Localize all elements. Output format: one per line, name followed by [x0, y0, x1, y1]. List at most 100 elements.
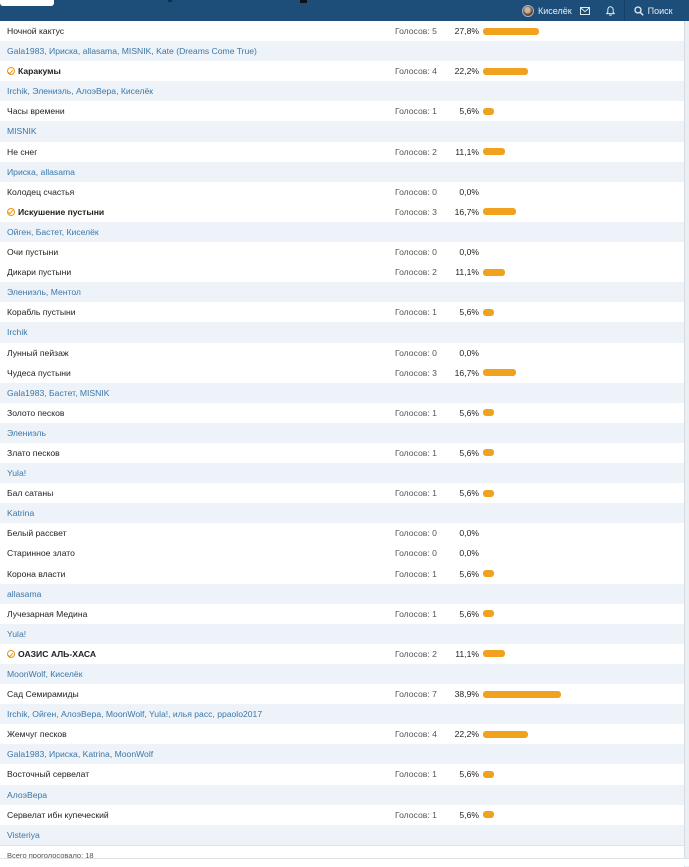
voter-list[interactable]: Yula! [7, 628, 27, 639]
vote-count-label: Голосов: [395, 648, 430, 659]
voter-list[interactable]: Gala1983, Ириска, Katrina, MoonWolf [7, 749, 154, 760]
vote-count-label: Голосов: [395, 26, 430, 36]
option-text: Часы времени [7, 106, 65, 117]
voter-list[interactable]: Katrina [7, 508, 35, 519]
voter-list[interactable]: Ириска, allasama [7, 166, 75, 177]
vote-bar [483, 449, 494, 457]
vote-count-value: 2 [432, 267, 437, 278]
voter-list[interactable]: Irchik, Ойген, АлоэВера, MoonWolf, Yula!… [7, 709, 263, 720]
option-text: Лучезарная Медина [7, 608, 88, 619]
voters-row: Irchik, Ойген, АлоэВера, MoonWolf, Yula!… [0, 704, 684, 725]
vote-bar [483, 610, 494, 618]
vote-count-value: 7 [432, 689, 437, 700]
option-text: Бал сатаны [7, 488, 54, 499]
vote-count: Голосов: 1 [395, 302, 437, 322]
voter-list[interactable]: Элениэль, Ментол [7, 287, 81, 298]
vote-bar [483, 148, 505, 156]
vote-bar [483, 208, 516, 216]
vote-count-label: Голосов: [395, 106, 430, 117]
option-row: Искушение пустыни Голосов: 3 16,7% [0, 202, 684, 222]
vote-count-value: 4 [432, 66, 437, 77]
voter-list[interactable]: Yula! [7, 468, 27, 479]
option-row: Ночной кактус Голосов: 5 27,8% [0, 21, 684, 41]
option-text: Золото песков [7, 407, 65, 418]
search-button[interactable]: Поиск [625, 0, 679, 21]
voters-row: MISNIK [0, 121, 684, 142]
option-row: Чудеса пустыни Голосов: 3 16,7% [0, 363, 684, 383]
vote-percent: 5,6% [459, 407, 479, 418]
divider [623, 0, 625, 21]
vote-count: Голосов: 1 [395, 564, 437, 584]
vote-count: Голосов: 7 [395, 684, 437, 704]
vote-percent: 16,7% [454, 206, 479, 217]
voters-row: Irchik [0, 322, 684, 343]
option-text: Очи пустыни [7, 247, 59, 258]
voter-list[interactable]: Gala1983, Ириска, allasama, MISNIK, Kate… [7, 46, 257, 57]
voters-row: Visteriya [0, 824, 684, 845]
voter-list[interactable]: Visteriya [7, 829, 40, 840]
vote-percent: 22,2% [454, 729, 479, 740]
voters-row: Gala1983, Бастет, MISNIK [0, 382, 684, 403]
user-menu: Киселёк Поиск [522, 0, 679, 21]
username[interactable]: Киселёк [538, 5, 572, 16]
inbox-button[interactable] [572, 0, 598, 21]
vote-count: Голосов: 0 [395, 543, 437, 563]
option-row: Колодец счастья Голосов: 0 0,0% [0, 182, 684, 202]
voter-list[interactable]: АлоэВера [7, 789, 48, 800]
vote-count-value: 3 [432, 206, 437, 217]
vote-count-value: 1 [432, 608, 437, 619]
option-text: Восточный сервелат [7, 769, 90, 780]
option-label: Дикари пустыни [7, 262, 71, 282]
poll-results: Ночной кактус Голосов: 5 27,8% Gala1983, Ир… [0, 21, 685, 867]
vote-count-label: Голосов: [395, 447, 430, 458]
option-label: Лунный пейзаж [7, 343, 69, 363]
voters-row: АлоэВера [0, 784, 684, 805]
envelope-icon [579, 6, 590, 15]
vote-count-value: 4 [432, 729, 437, 740]
vote-count: Голосов: 1 [395, 443, 437, 463]
option-text: Чудеса пустыни [7, 367, 71, 378]
alerts-button[interactable] [598, 0, 624, 21]
vote-count-label: Голосов: [395, 66, 430, 77]
voter-list[interactable]: Gala1983, Бастет, MISNIK [7, 387, 110, 398]
vote-count-label: Голосов: [395, 206, 430, 217]
voter-list[interactable]: MoonWolf, Киселёк [7, 669, 83, 679]
vote-count-label: Голосов: [395, 548, 430, 559]
page-bottom [0, 858, 689, 866]
vote-count: Голосов: 1 [395, 764, 437, 784]
vote-count: Голосов: 0 [395, 343, 437, 363]
voter-list[interactable]: Элениэль [7, 427, 46, 438]
avatar[interactable] [522, 4, 534, 17]
vote-count: Голосов: 5 [395, 21, 437, 41]
vote-count-label: Голосов: [395, 247, 430, 258]
voter-list[interactable]: MISNIK [7, 126, 37, 137]
vote-count-value: 1 [432, 488, 437, 499]
nav-fragment [300, 0, 307, 3]
option-label: Золото песков [7, 403, 64, 423]
total-voters: Всего проголосовало: 18 [7, 850, 94, 860]
option-text: Сервелат ибн купеческий [7, 809, 109, 820]
voter-list[interactable]: Ойген, Бастет, Киселёк [7, 226, 99, 237]
voter-list[interactable]: allasama [7, 588, 42, 599]
voters-row: Gala1983, Ириска, Katrina, MoonWolf [0, 744, 684, 765]
vote-count-value: 0 [432, 347, 437, 358]
option-row: Дикари пустыни Голосов: 2 11,1% [0, 262, 684, 282]
vote-count-value: 2 [432, 648, 437, 659]
vote-count-value: 3 [432, 367, 437, 378]
vote-bar [483, 308, 494, 316]
option-label: Не снег [7, 142, 37, 162]
vote-count-value: 1 [432, 307, 437, 318]
voters-row: Yula! [0, 623, 684, 644]
option-label: Злато песков [7, 443, 60, 463]
vote-count-label: Голосов: [395, 267, 430, 278]
vote-count-label: Голосов: [395, 347, 430, 358]
vote-bar [483, 489, 494, 497]
vote-count-label: Голосов: [395, 729, 430, 740]
vote-count-value: 0 [432, 528, 437, 539]
vote-bar [483, 690, 561, 698]
nav-tab[interactable] [0, 0, 54, 6]
option-label: Часы времени [7, 101, 65, 121]
voter-list[interactable]: Irchik, Элениэль, АлоэВера, Киселёк [7, 86, 154, 97]
voter-list[interactable]: Irchik [7, 327, 28, 338]
option-text: Белый рассвет [7, 528, 67, 539]
